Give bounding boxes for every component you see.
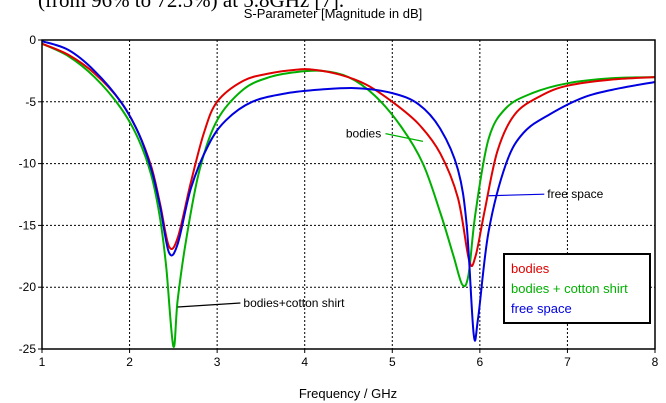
- y-tick-label: -10: [19, 157, 37, 171]
- x-tick-label: 1: [39, 355, 46, 369]
- series-layer: [41, 40, 656, 348]
- x-tick-label: 4: [301, 355, 308, 369]
- annotation-label: bodies: [346, 127, 381, 141]
- y-tick-labels: 0 -5 -10 -15 -20 -25: [19, 33, 37, 356]
- y-tick-label: 0: [29, 33, 36, 47]
- y-tick-label: -15: [19, 218, 37, 232]
- y-tick-label: -5: [25, 95, 36, 109]
- plot-frame: [41, 39, 656, 350]
- annotation-label: bodies+cotton shirt: [243, 296, 345, 310]
- x-axis-label: Frequency / GHz: [299, 386, 397, 401]
- legend-entry: bodies: [511, 261, 550, 276]
- series-line-bodies-cotton-shirt: [41, 42, 656, 348]
- x-tick-label: 3: [214, 355, 221, 369]
- x-tick-label: 7: [564, 355, 571, 369]
- chart-title: S-Parameter [Magnitude in dB]: [243, 6, 423, 21]
- x-tick-label: 8: [652, 355, 659, 369]
- x-tick-label: 5: [389, 355, 396, 369]
- annotation-leader-line: [177, 302, 241, 308]
- y-tick-label: -20: [19, 280, 37, 294]
- series-line-free-space: [41, 40, 656, 342]
- x-tick-label: 2: [126, 355, 133, 369]
- annotation-label: free space: [547, 187, 603, 201]
- caption-fragment: (from 96% to 72.5%) at 5.8GHz [7].: [38, 0, 345, 12]
- legend-entry: bodies + cotton shirt: [511, 281, 628, 296]
- annotation-layer: bodies free space bodies+cotton shirt: [177, 127, 604, 310]
- annotation-leader-line: [488, 193, 545, 197]
- annotation-leader-line: [385, 133, 424, 142]
- legend: bodies bodies + cotton shirt free space: [503, 253, 651, 324]
- x-tick-label: 6: [477, 355, 484, 369]
- x-tick-labels: 1 2 3 4 5 6 7 8: [39, 355, 659, 369]
- y-tick-label: -25: [19, 342, 37, 356]
- legend-entry: free space: [511, 301, 572, 316]
